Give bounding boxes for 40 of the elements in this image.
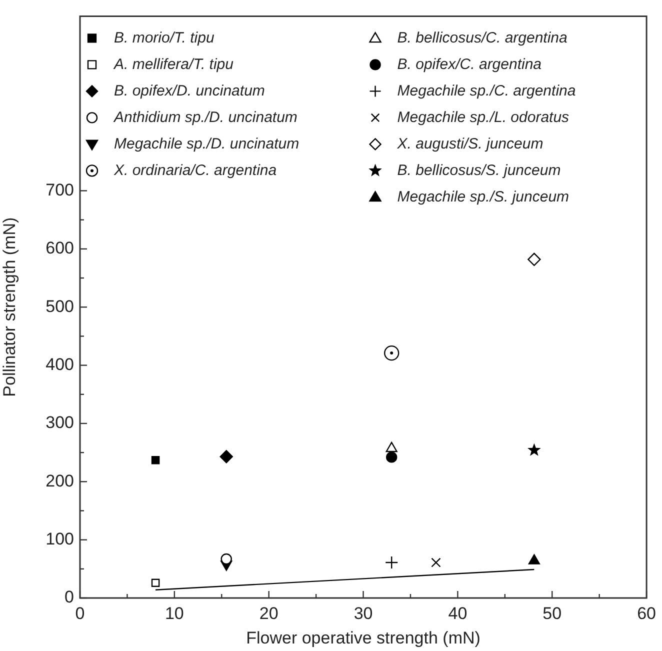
legend-label: X. ordinaria/C. argentina [113, 162, 277, 179]
legend-label: Anthidium sp./D. uncinatum [113, 108, 298, 126]
point [151, 578, 160, 588]
legend-label: X. augusti/S. junceum [396, 135, 544, 152]
y-tick-label: 400 [46, 354, 74, 374]
legend-label: B. opifex/C. argentina [397, 56, 542, 73]
x-tick-label: 30 [354, 604, 373, 623]
legend-label: B. morio/T. tipu [114, 29, 215, 46]
y-tick-label: 500 [46, 296, 74, 316]
legend-label: Megachile sp./L. odoratus [397, 108, 570, 126]
y-axis-title: Pollinator strength (mN) [0, 217, 19, 397]
point [151, 456, 160, 464]
point [384, 345, 400, 361]
legend-label: Megachile sp./D. uncinatum [114, 135, 300, 152]
legend-label: Megachile sp./S. junceum [397, 188, 570, 206]
point [431, 558, 441, 568]
x-tick-label: 40 [448, 604, 468, 623]
point [385, 556, 398, 570]
x-tick-label: 50 [542, 604, 562, 623]
x-tick-label: 60 [637, 604, 656, 623]
point [220, 553, 232, 565]
y-tick-label: 0 [64, 588, 74, 607]
legend-label: B. opifex/D. uncinatum [114, 82, 265, 100]
point [528, 252, 541, 266]
y-tick-label: 100 [46, 530, 74, 549]
y-tick-label: 300 [46, 413, 74, 432]
x-axis-title: Flower operative strength (mN) [246, 628, 480, 648]
y-tick-label: 700 [46, 180, 74, 200]
point [386, 442, 398, 452]
x-tick-label: 20 [259, 604, 278, 623]
legend-label: B. bellicosus/C. argentina [397, 29, 568, 46]
point [386, 452, 398, 463]
y-tick-label: 600 [46, 238, 74, 258]
x-tick-label: 10 [164, 604, 184, 623]
y-tick-label: 200 [46, 471, 74, 490]
legend-label: Megachile sp./C. argentina [397, 82, 576, 100]
legend-label: B. bellicosus/S. junceum [397, 162, 561, 179]
legend-label: A. mellifera/T. tipu [113, 56, 234, 73]
point [528, 443, 541, 456]
point [220, 450, 233, 464]
